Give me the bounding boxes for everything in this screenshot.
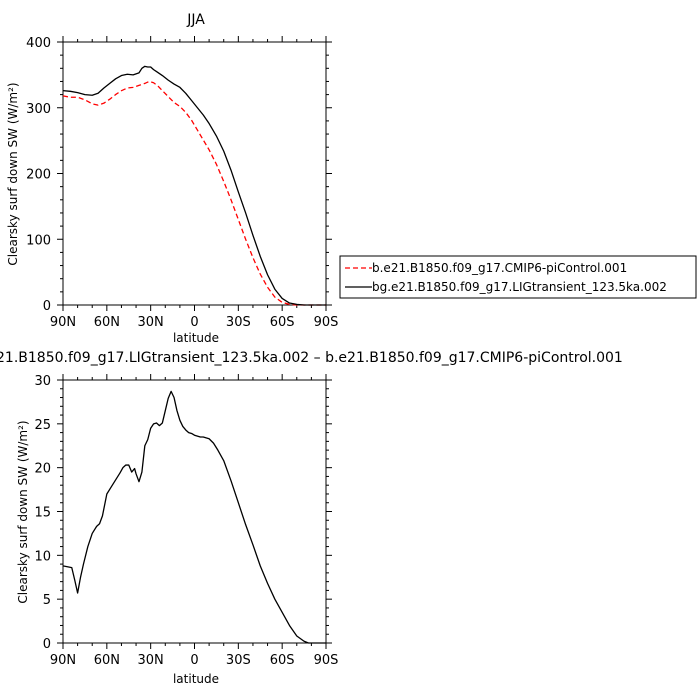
bottom-y-tick-label: 25	[34, 418, 51, 433]
bottom-chart-title: bg.e21.B1850.f09_g17.LIGtransient_123.5k…	[0, 350, 623, 366]
top-axis-ticks: 90N 60N 30N 0 30S 60S 90S 0 100 200 300 400	[26, 36, 338, 330]
top-x-tick-label: 90N	[50, 315, 76, 330]
legend-box	[339, 255, 697, 299]
bottom-axis-ticks: 90N 60N 30N 0 30S 60S 90S 0 5 10 15 20 25 30	[34, 374, 338, 668]
bottom-y-tick-label: 15	[34, 506, 51, 521]
top-x-tick-label: 30N	[138, 315, 164, 330]
legend-label-picontrol: b.e21.B1850.f09_g17.CMIP6-piControl.001	[372, 261, 627, 275]
top-series-line-1	[62, 65, 326, 306]
bottom-y-axis-label: Clearsky surf down SW (W/m²)	[16, 420, 30, 603]
top-x-tick-label: 60S	[270, 315, 295, 330]
top-series-line-0	[62, 80, 326, 306]
bottom-y-tick-label: 10	[34, 549, 51, 564]
bottom-y-tick-label: 20	[34, 462, 51, 477]
top-x-tick-label: 30S	[226, 315, 251, 330]
bottom-y-tick-label: 5	[43, 593, 51, 608]
top-x-axis-label: latitude	[173, 331, 219, 345]
bottom-x-tick-label: 30N	[138, 653, 164, 668]
top-y-tick-label: 0	[43, 299, 51, 314]
top-y-axis-label: Clearsky surf down SW (W/m²)	[6, 82, 20, 265]
legend: b.e21.B1850.f09_g17.CMIP6-piControl.001 …	[339, 255, 697, 299]
bottom-x-tick-label: 60S	[270, 653, 295, 668]
top-chart-title: JJA	[186, 12, 205, 28]
top-y-tick-label: 200	[26, 168, 51, 183]
top-x-tick-label: 0	[190, 315, 198, 330]
bottom-series-line-0	[62, 390, 326, 644]
bottom-y-tick-label: 30	[34, 374, 51, 389]
bottom-plot-frame	[62, 379, 327, 644]
bottom-series-group	[62, 390, 326, 644]
top-x-tick-label: 60N	[94, 315, 120, 330]
top-chart-panel: JJA 90N 60N 30N 0 30S 60S 90S 0 100 200 300 400 lat…	[6, 12, 338, 345]
bottom-x-tick-label: 90S	[314, 653, 339, 668]
bottom-x-tick-label: 60N	[94, 653, 120, 668]
top-plot-frame	[62, 41, 327, 306]
top-y-tick-label: 400	[26, 36, 51, 51]
top-x-tick-label: 90S	[314, 315, 339, 330]
bottom-x-tick-label: 30S	[226, 653, 251, 668]
top-series-group	[62, 65, 326, 306]
bottom-x-tick-label: 0	[190, 653, 198, 668]
legend-label-ligtransient: bg.e21.B1850.f09_g17.LIGtransient_123.5k…	[372, 280, 667, 294]
top-y-tick-label: 100	[26, 233, 51, 248]
bottom-chart-panel: bg.e21.B1850.f09_g17.LIGtransient_123.5k…	[0, 350, 623, 686]
bottom-y-tick-label: 0	[43, 637, 51, 652]
bottom-x-tick-label: 90N	[50, 653, 76, 668]
bottom-x-axis-label: latitude	[173, 672, 219, 686]
top-y-tick-label: 300	[26, 102, 51, 117]
